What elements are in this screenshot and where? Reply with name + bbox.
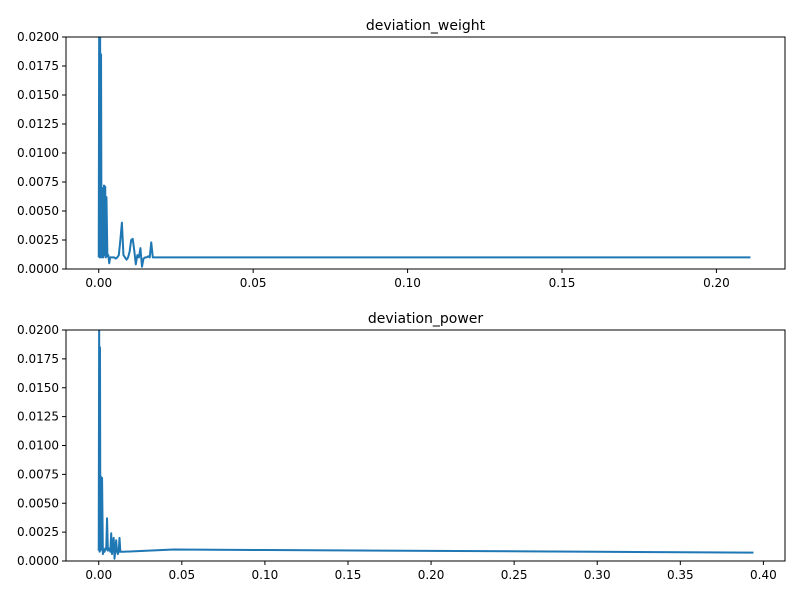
- y-tick-label: 0.0150: [17, 88, 59, 102]
- y-tick-label: 0.0000: [17, 554, 59, 568]
- y-tick-label: 0.0200: [17, 30, 59, 44]
- series-line: [97, 37, 751, 268]
- plot-area: [97, 330, 754, 560]
- x-tick-label: 0.40: [750, 568, 777, 582]
- y-tick-label: 0.0175: [17, 59, 59, 73]
- y-tick-label: 0.0075: [17, 175, 59, 189]
- y-tick-label: 0.0125: [17, 410, 59, 424]
- subplot-title: deviation_weight: [366, 18, 486, 34]
- tick-group: 0.00 0.05 0.10 0.15 0.20 0.25 0.30 0.35 0.40 0.00…: [17, 323, 777, 582]
- y-tick-label: 0.0100: [17, 439, 59, 453]
- y-tick-label: 0.0050: [17, 204, 59, 218]
- x-tick-label: 0.15: [549, 276, 576, 290]
- x-tick-label: 0.30: [584, 568, 611, 582]
- x-tick-label: 0.05: [168, 568, 195, 582]
- axes-frame: [65, 329, 786, 562]
- subplot-deviation-weight: deviation_weight 0.00 0.05 0.10 0.15 0.200.0…: [17, 18, 786, 290]
- x-tick-label: 0.35: [667, 568, 694, 582]
- x-tick-label: 0.05: [240, 276, 267, 290]
- y-tick-label: 0.0125: [17, 117, 59, 131]
- y-tick-label: 0.0075: [17, 467, 59, 481]
- x-tick-label: 0.25: [501, 568, 528, 582]
- subplot-title: deviation_power: [368, 311, 484, 327]
- y-tick-label: 0.0100: [17, 146, 59, 160]
- x-tick-label: 0.10: [252, 568, 279, 582]
- y-tick-label: 0.0200: [17, 323, 59, 337]
- y-tick-label: 0.0050: [17, 496, 59, 510]
- x-tick-label: 0.15: [335, 568, 362, 582]
- tick-group: 0.00 0.05 0.10 0.15 0.20 0.0000 0.0025 0.0050 0.…: [17, 30, 730, 290]
- y-tick-label: 0.0025: [17, 525, 59, 539]
- plot-area: [97, 37, 751, 268]
- x-tick-label: 0.00: [85, 276, 112, 290]
- subplot-deviation-power: deviation_power 0.00 0.05 0.10 0.15 0.20 0.25…: [17, 311, 786, 582]
- axes-frame: [65, 36, 786, 270]
- x-tick-label: 0.00: [85, 568, 112, 582]
- x-tick-label: 0.20: [418, 568, 445, 582]
- x-tick-label: 0.10: [394, 276, 421, 290]
- y-tick-label: 0.0175: [17, 352, 59, 366]
- x-tick-label: 0.20: [703, 276, 730, 290]
- y-tick-label: 0.0025: [17, 233, 59, 247]
- series-line: [97, 330, 754, 560]
- y-tick-label: 0.0000: [17, 262, 59, 276]
- y-tick-label: 0.0150: [17, 381, 59, 395]
